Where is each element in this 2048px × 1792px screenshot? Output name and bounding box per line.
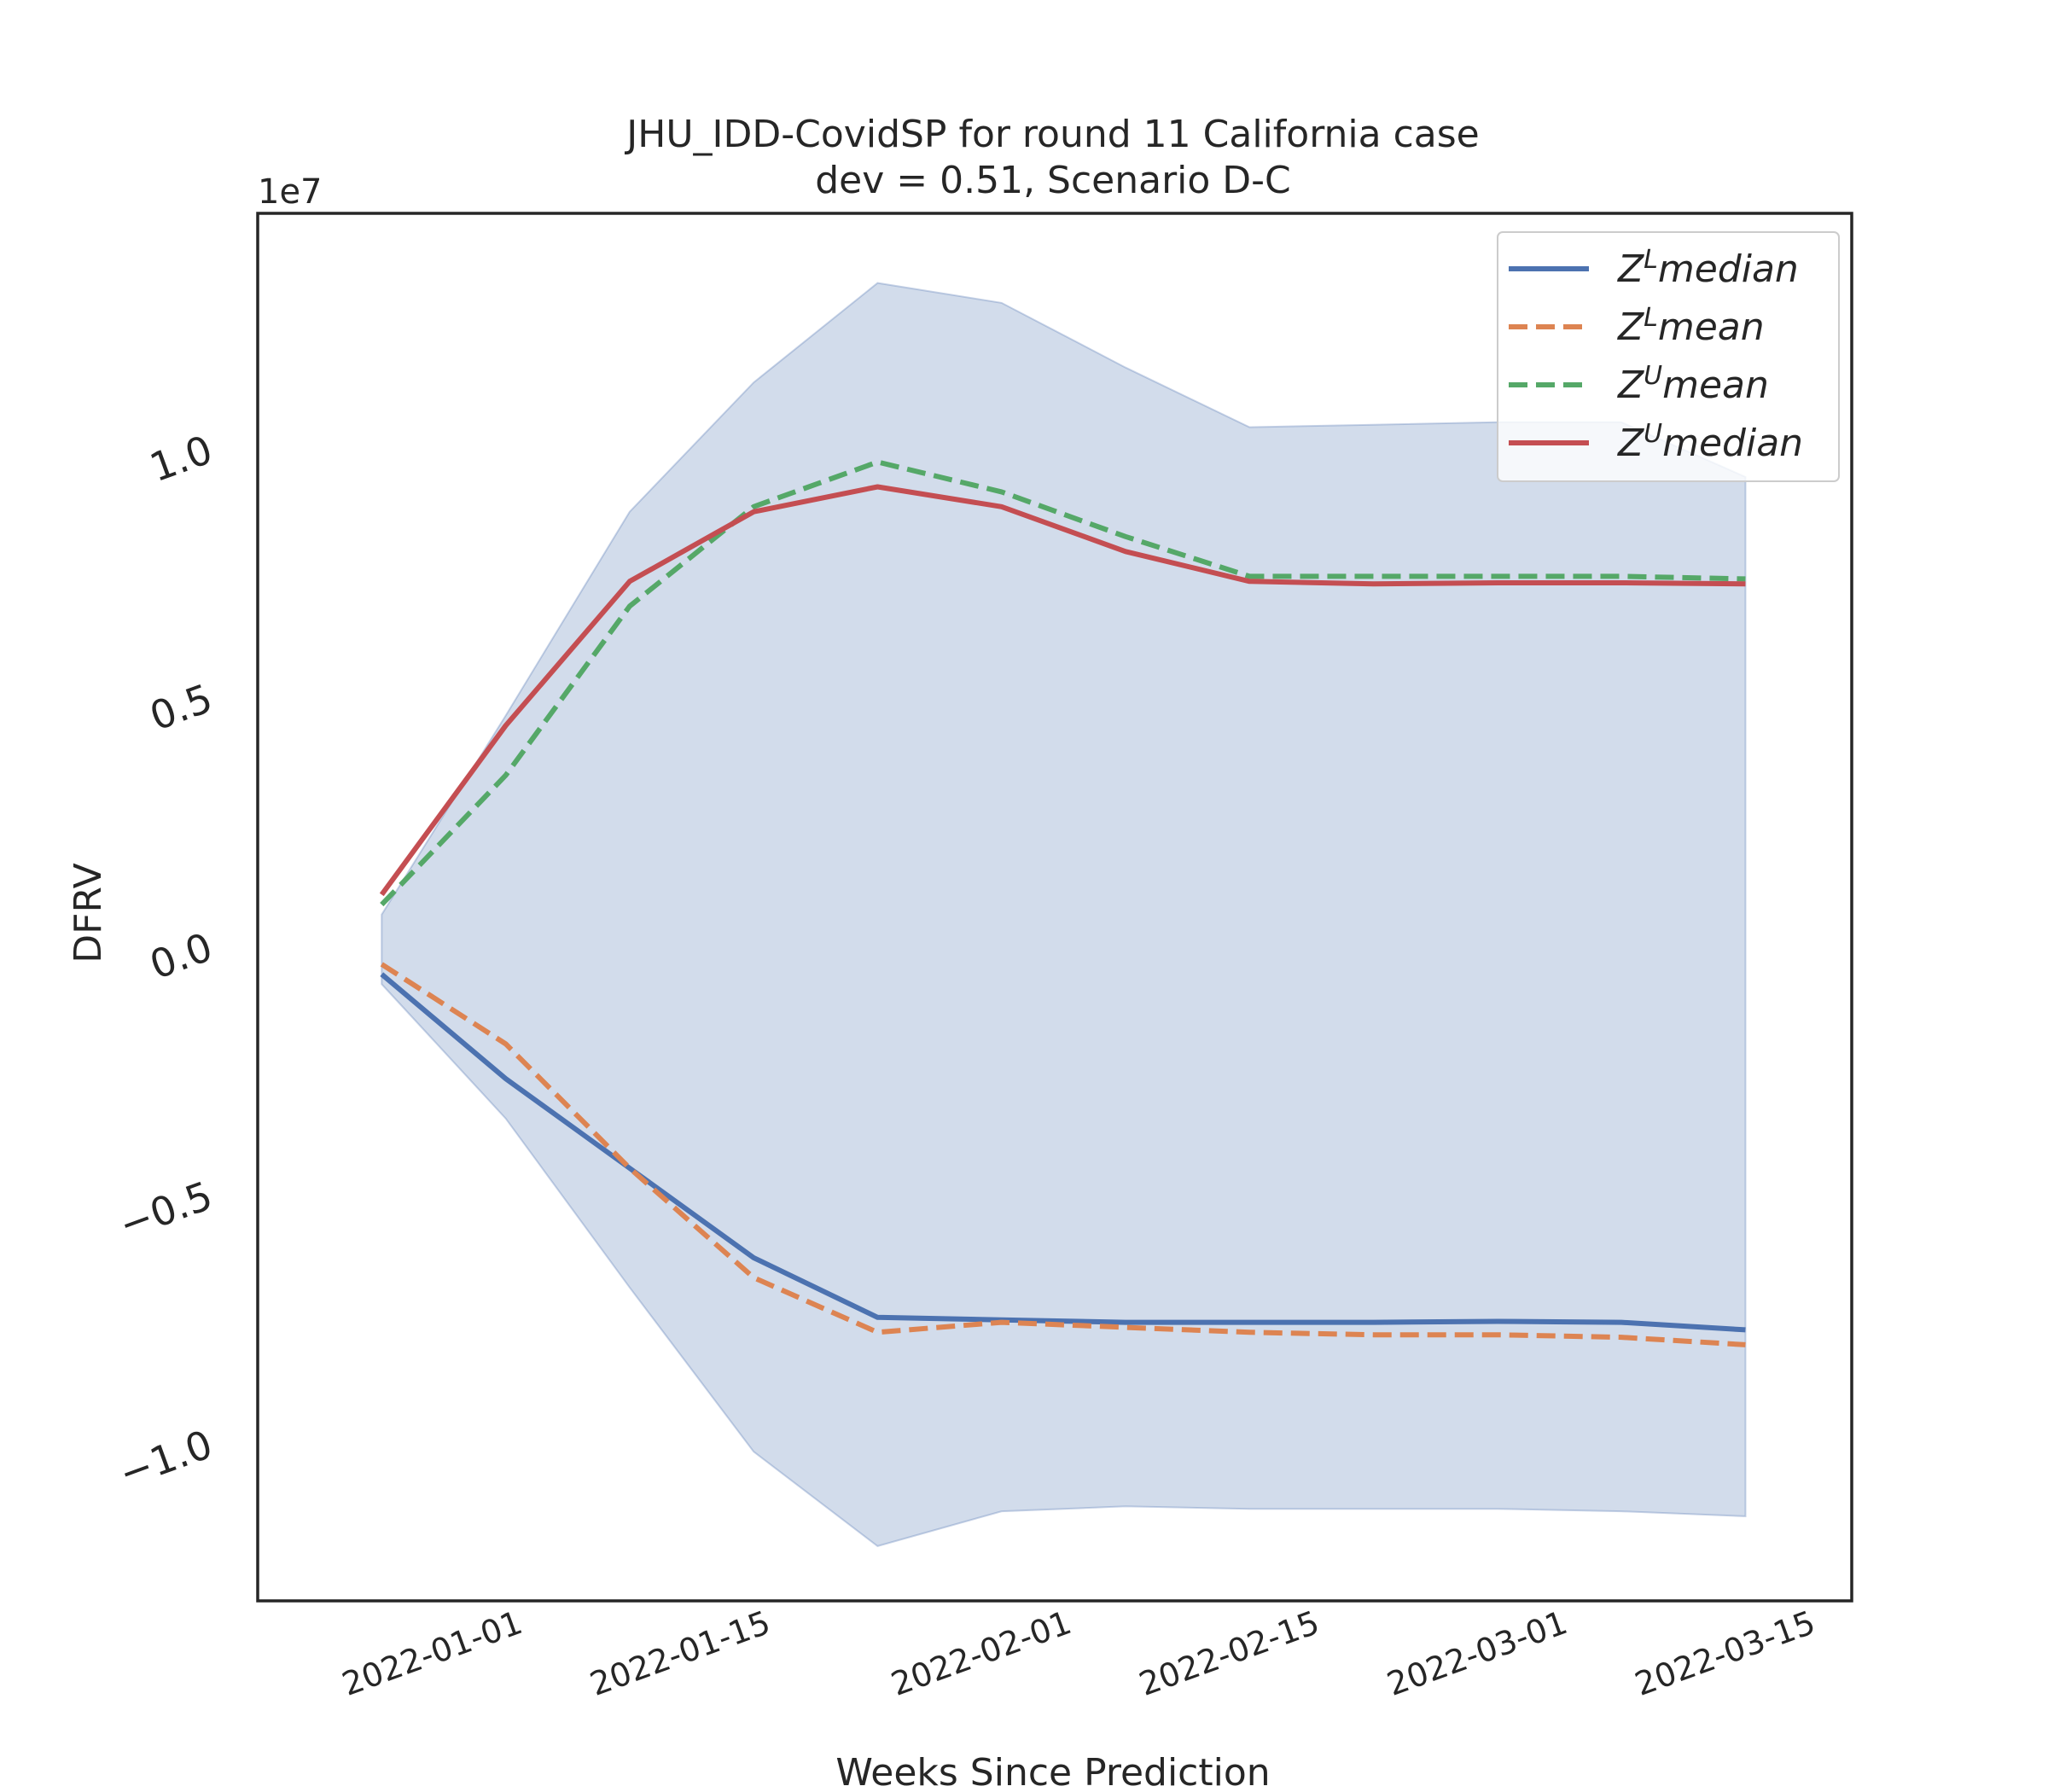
legend-entry-label: ZLmean [1617, 303, 1765, 349]
x-axis-label: Weeks Since Prediction [835, 1751, 1270, 1792]
y-offset-label: 1e7 [258, 172, 323, 212]
axes-frame [256, 212, 1853, 1603]
series-line-zl-median [380, 972, 1746, 1333]
y-axis-label: DFRV [67, 863, 110, 963]
legend-entry-label: ZUmean [1617, 361, 1769, 407]
legend: ZLmedian ZLmean ZUmean ZUmedian [1497, 231, 1840, 482]
series-line-zl-mean [380, 962, 1746, 1347]
plot-area [379, 282, 1747, 1547]
chart-title-line1: JHU_IDD-CovidSP for round 11 California … [624, 113, 1479, 156]
uncertainty-band [381, 282, 1747, 1547]
legend-box [1497, 231, 1840, 482]
legend-entry-label: ZLmedian [1617, 245, 1799, 291]
chart-title-line2: dev = 0.51, Scenario D-C [815, 159, 1291, 202]
series-line-zu-median [379, 484, 1746, 897]
legend-entry-label: ZUmedian [1617, 419, 1803, 465]
